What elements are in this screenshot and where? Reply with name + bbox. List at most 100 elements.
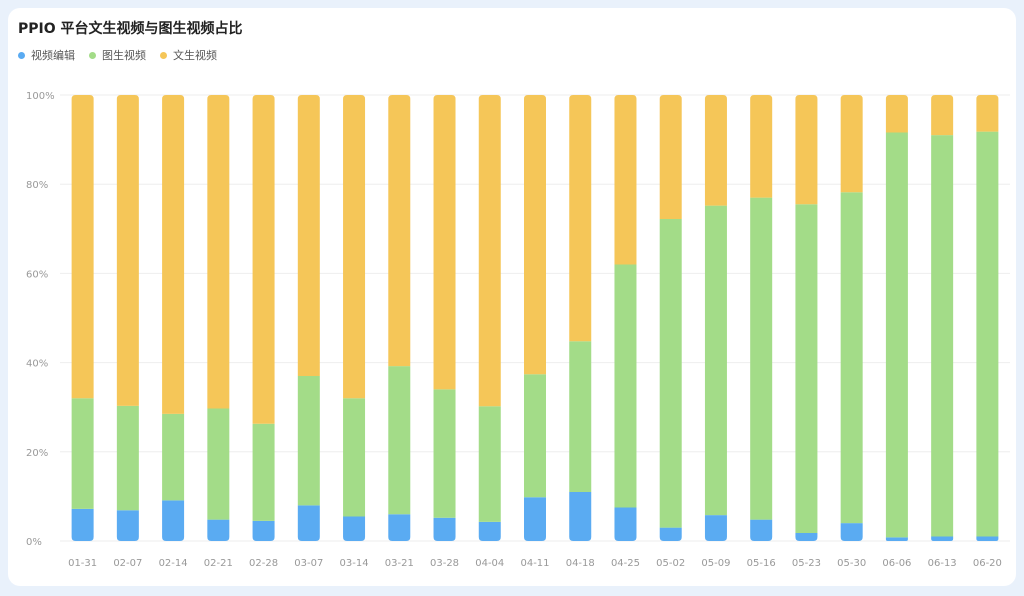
bar-segment-text-to-video [433,95,456,390]
bar-segment-video-edit [116,510,139,541]
y-tick-label: 20% [26,448,48,459]
chart-title: PPIO 平台文生视频与图生视频占比 [18,21,243,37]
bar-segment-image-to-video [931,135,954,537]
bar-segment-text-to-video [116,95,139,406]
bar-segment-text-to-video [71,95,94,399]
x-tick-label: 03-21 [385,558,414,569]
x-tick-label: 04-11 [520,558,549,569]
bar-segment-video-edit [569,491,592,541]
bar-segment-image-to-video [478,406,501,522]
x-tick-label: 05-16 [747,558,776,569]
bar-segment-text-to-video [659,95,682,219]
x-tick-label: 05-30 [837,558,866,569]
bar-segment-video-edit [704,515,727,541]
x-tick-label: 02-07 [113,558,142,569]
bar-segment-image-to-video [388,366,411,515]
legend-label-image-to-video: 图生视频 [102,49,146,62]
x-tick-label: 06-20 [973,558,1002,569]
bar-segment-image-to-video [569,341,592,492]
bar-segment-text-to-video [162,95,185,414]
x-tick-label: 02-21 [204,558,233,569]
bar-segment-video-edit [478,521,501,541]
bar-segment-image-to-video [433,389,456,518]
bar-segment-video-edit [343,516,366,541]
x-tick-label: 03-14 [340,558,369,569]
bar-segment-video-edit [976,536,999,541]
x-tick-label: 02-14 [159,558,188,569]
bar-segment-text-to-video [750,95,773,198]
x-tick-label: 05-02 [656,558,685,569]
x-tick-label: 01-31 [68,558,97,569]
bar-segment-video-edit [885,537,908,541]
x-tick-label: 06-06 [882,558,911,569]
bar-segment-video-edit [252,520,275,541]
x-tick-label: 05-09 [701,558,730,569]
x-tick-label: 06-13 [928,558,957,569]
bar-segment-image-to-video [343,398,366,517]
bar-segment-text-to-video [252,95,275,424]
bar-segment-text-to-video [885,95,908,133]
bar-segment-text-to-video [569,95,592,342]
bar-segment-video-edit [524,497,546,541]
chart-legend: 视频编辑 图生视频 文生视频 [18,47,231,63]
bar-segment-image-to-video [207,408,230,520]
bar-segment-video-edit [433,517,456,541]
y-tick-label: 60% [26,269,48,280]
bar-segment-video-edit [840,523,863,541]
bar-segment-video-edit [388,514,411,541]
bar-segment-text-to-video [795,95,818,205]
bar-segment-image-to-video [614,264,637,508]
bar-segment-text-to-video [704,95,727,206]
bar-segment-video-edit [750,519,773,541]
bar-segment-video-edit [614,507,637,541]
y-tick-label: 0% [26,537,42,548]
bar-segment-video-edit [207,519,230,541]
bar-segment-text-to-video [478,95,501,407]
bar-segment-image-to-video [659,218,682,528]
bar-segment-image-to-video [704,205,727,516]
bar-segment-image-to-video [524,374,546,498]
bar-segment-image-to-video [795,204,818,533]
bar-segment-text-to-video [931,95,954,136]
y-tick-label: 40% [26,359,48,370]
x-tick-label: 04-18 [566,558,595,569]
bar-segment-text-to-video [343,95,366,399]
bar-segment-video-edit [931,536,954,541]
legend-item-image-to-video[interactable]: 图生视频 [89,47,146,63]
x-tick-label: 04-04 [475,558,504,569]
bar-segment-image-to-video [840,192,863,524]
bar-segment-video-edit [795,532,818,541]
legend-label-text-to-video: 文生视频 [173,49,217,62]
bar-segment-image-to-video [976,131,999,537]
x-tick-label: 03-07 [294,558,323,569]
y-tick-label: 80% [26,180,48,191]
bar-segment-text-to-video [976,95,999,132]
bar-segment-image-to-video [252,423,275,521]
bar-segment-text-to-video [840,95,863,193]
bar-segment-text-to-video [207,95,230,409]
x-tick-label: 05-23 [792,558,821,569]
bar-segment-text-to-video [614,95,637,265]
bar-segment-image-to-video [162,413,185,501]
bar-segment-image-to-video [297,375,320,506]
legend-item-video-edit[interactable]: 视频编辑 [18,47,75,63]
bar-segment-video-edit [659,527,682,541]
bar-segment-image-to-video [116,405,139,511]
x-tick-label: 03-28 [430,558,459,569]
y-tick-label: 100% [26,91,55,102]
x-tick-label: 04-25 [611,558,640,569]
legend-marker-image-to-video [89,51,96,59]
bar-segment-image-to-video [885,132,908,538]
legend-marker-video-edit [18,51,25,59]
bar-segment-text-to-video [297,95,320,376]
legend-label-video-edit: 视频编辑 [31,49,75,62]
x-tick-label: 02-28 [249,558,278,569]
bar-segment-video-edit [297,505,320,541]
bar-segment-video-edit [162,500,185,541]
bar-segment-image-to-video [71,398,94,509]
bar-segment-text-to-video [524,95,546,375]
legend-item-text-to-video[interactable]: 文生视频 [160,47,217,63]
bar-segment-image-to-video [750,197,773,520]
legend-marker-text-to-video [160,51,167,59]
